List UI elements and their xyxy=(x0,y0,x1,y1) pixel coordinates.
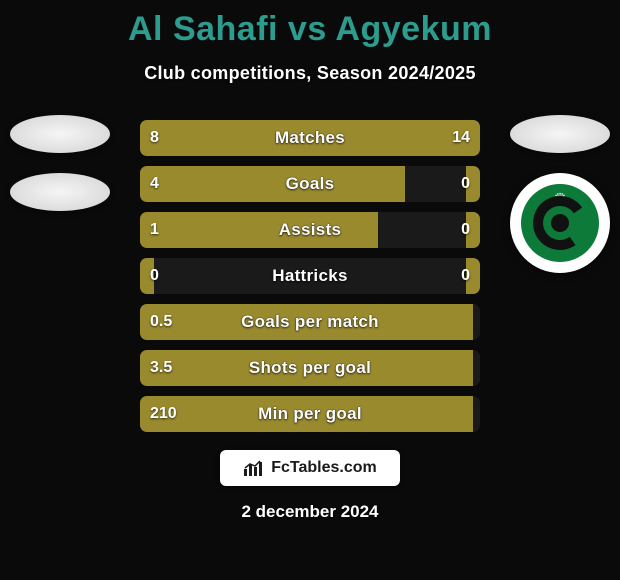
subtitle: Club competitions, Season 2024/2025 xyxy=(0,63,620,84)
stat-row: Min per goal210 xyxy=(140,396,480,432)
stat-label: Min per goal xyxy=(140,404,480,424)
left-crests xyxy=(10,115,110,211)
stat-left-value: 4 xyxy=(150,175,159,193)
stat-row: Assists1 0 xyxy=(140,212,480,248)
stat-row: Matches8 14 xyxy=(140,120,480,156)
stat-row: Shots per goal3.5 xyxy=(140,350,480,386)
stat-right-value: 14 xyxy=(452,129,470,147)
stat-left-value: 210 xyxy=(150,405,177,423)
stat-right-value: 0 xyxy=(461,221,470,239)
brand-text: FcTables.com xyxy=(271,459,377,477)
stat-left-value: 1 xyxy=(150,221,159,239)
stat-right-value: 0 xyxy=(461,175,470,193)
stat-row: Goals per match0.5 xyxy=(140,304,480,340)
letter-c-icon xyxy=(529,192,592,255)
stat-row: Hattricks0 0 xyxy=(140,258,480,294)
brand-badge: FcTables.com xyxy=(220,450,400,486)
crest-ellipse-icon xyxy=(10,173,110,211)
stat-label: Hattricks xyxy=(140,266,480,286)
stat-label: Goals per match xyxy=(140,312,480,332)
comparison-card: Al Sahafi vs Agyekum Club competitions, … xyxy=(0,0,620,580)
stat-label: Assists xyxy=(140,220,480,240)
stat-left-value: 3.5 xyxy=(150,359,172,377)
stat-row: Goals4 0 xyxy=(140,166,480,202)
stat-label: Goals xyxy=(140,174,480,194)
stat-left-value: 0 xyxy=(150,267,159,285)
stat-label: Shots per goal xyxy=(140,358,480,378)
crest-circle-icon: ♛ xyxy=(510,173,610,273)
stat-right-value: 0 xyxy=(461,267,470,285)
right-crests: ♛ xyxy=(510,115,610,273)
crest-ellipse-icon xyxy=(510,115,610,153)
chart-icon xyxy=(243,459,265,477)
footer-date: 2 december 2024 xyxy=(0,502,620,522)
stat-left-value: 8 xyxy=(150,129,159,147)
stat-label: Matches xyxy=(140,128,480,148)
stat-left-value: 0.5 xyxy=(150,313,172,331)
stat-rows: Matches814Goals40Assists10Hattricks00Goa… xyxy=(140,120,480,432)
crest-ellipse-icon xyxy=(10,115,110,153)
page-title: Al Sahafi vs Agyekum xyxy=(0,10,620,49)
